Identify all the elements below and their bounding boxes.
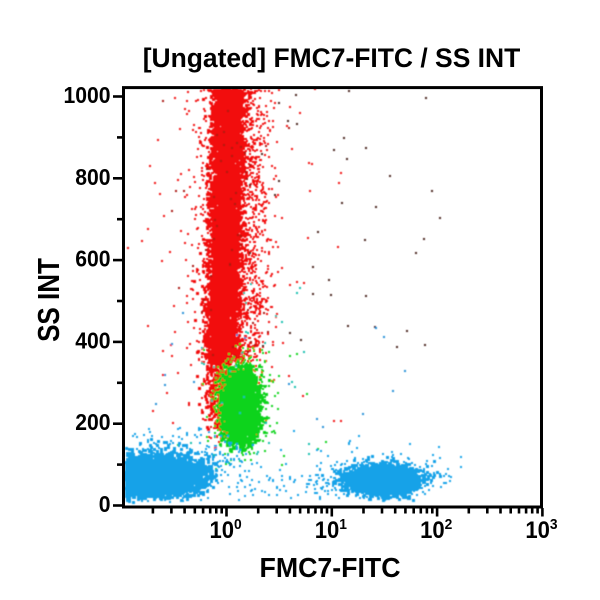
svg-text:1000: 1000 xyxy=(63,82,110,108)
svg-text:800: 800 xyxy=(75,164,110,190)
svg-text:400: 400 xyxy=(75,328,110,354)
svg-text:SS INT: SS INT xyxy=(32,258,67,342)
svg-text:600: 600 xyxy=(75,246,110,272)
svg-text:102: 102 xyxy=(420,516,452,543)
svg-text:200: 200 xyxy=(75,409,110,435)
svg-text:FMC7-FITC: FMC7-FITC xyxy=(259,551,400,583)
svg-text:100: 100 xyxy=(209,516,241,543)
svg-text:0: 0 xyxy=(99,491,111,517)
svg-text:101: 101 xyxy=(315,516,347,543)
svg-text:[Ungated] FMC7-FITC / SS INT: [Ungated] FMC7-FITC / SS INT xyxy=(143,43,521,73)
svg-text:103: 103 xyxy=(525,516,557,543)
